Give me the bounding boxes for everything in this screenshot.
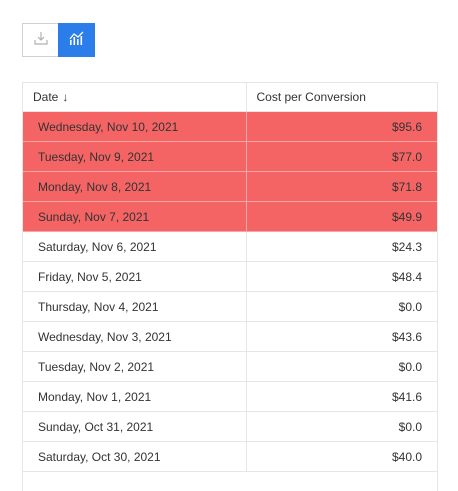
bar-line-chart-icon [68,29,86,52]
date-cell: Monday, Nov 1, 2021 [23,381,247,412]
column-header-date[interactable]: Date ↓ [23,83,247,112]
column-header-label: Cost per Conversion [256,90,366,104]
date-cell: Saturday, Nov 6, 2021 [23,231,247,262]
value-cell: $0.0 [246,351,437,382]
date-cell: Friday, Nov 5, 2021 [23,261,247,292]
date-cell: Sunday, Oct 31, 2021 [23,411,247,442]
value-cell: $71.8 [246,171,437,202]
date-cell: Sunday, Nov 7, 2021 [23,201,247,232]
table-row: Wednesday, Nov 10, 2021 $95.6 [23,111,437,142]
table-row: Tuesday, Nov 9, 2021 $77.0 [23,141,437,172]
date-cell: Wednesday, Nov 10, 2021 [23,111,247,142]
value-cell: $24.3 [246,231,437,262]
table-row: Sunday, Oct 31, 2021 $0.0 [23,411,437,442]
date-cell: Saturday, Oct 30, 2021 [23,441,247,472]
table-row: Monday, Nov 1, 2021 $41.6 [23,381,437,412]
value-cell: $40.0 [246,441,437,472]
column-header-label: Date [33,90,59,104]
table-row: Thursday, Nov 4, 2021 $0.0 [23,291,437,322]
toolbar [22,23,95,57]
table-row: Saturday, Nov 6, 2021 $24.3 [23,231,437,262]
date-cell: Monday, Nov 8, 2021 [23,171,247,202]
chart-view-button[interactable] [58,23,95,57]
table-row: Tuesday, Nov 2, 2021 $0.0 [23,351,437,382]
date-cell: Tuesday, Nov 2, 2021 [23,351,247,382]
data-table: Date ↓ Cost per Conversion Wednesday, Nov… [22,82,438,491]
value-cell: $43.6 [246,321,437,352]
value-cell: $49.9 [246,201,437,232]
date-cell: Tuesday, Nov 9, 2021 [23,141,247,172]
value-cell: $48.4 [246,261,437,292]
column-header-cost-per-conversion[interactable]: Cost per Conversion [246,83,437,112]
table-row: Wednesday, Nov 3, 2021 $43.6 [23,321,437,352]
value-cell: $41.6 [246,381,437,412]
download-button[interactable] [22,23,59,57]
value-cell: $95.6 [246,111,437,142]
date-cell: Thursday, Nov 4, 2021 [23,291,247,322]
value-cell: $77.0 [246,141,437,172]
table-row: Sunday, Nov 7, 2021 $49.9 [23,201,437,232]
value-cell: $0.0 [246,291,437,322]
table-row: Monday, Nov 8, 2021 $71.8 [23,171,437,202]
arrow-down-icon: ↓ [62,90,69,104]
value-cell: $0.0 [246,411,437,442]
download-icon [33,30,49,51]
table-header-row: Date ↓ Cost per Conversion [23,83,437,112]
table-row: Saturday, Oct 30, 2021 $40.0 [23,441,437,472]
date-cell: Wednesday, Nov 3, 2021 [23,321,247,352]
table-row: Friday, Nov 5, 2021 $48.4 [23,261,437,292]
